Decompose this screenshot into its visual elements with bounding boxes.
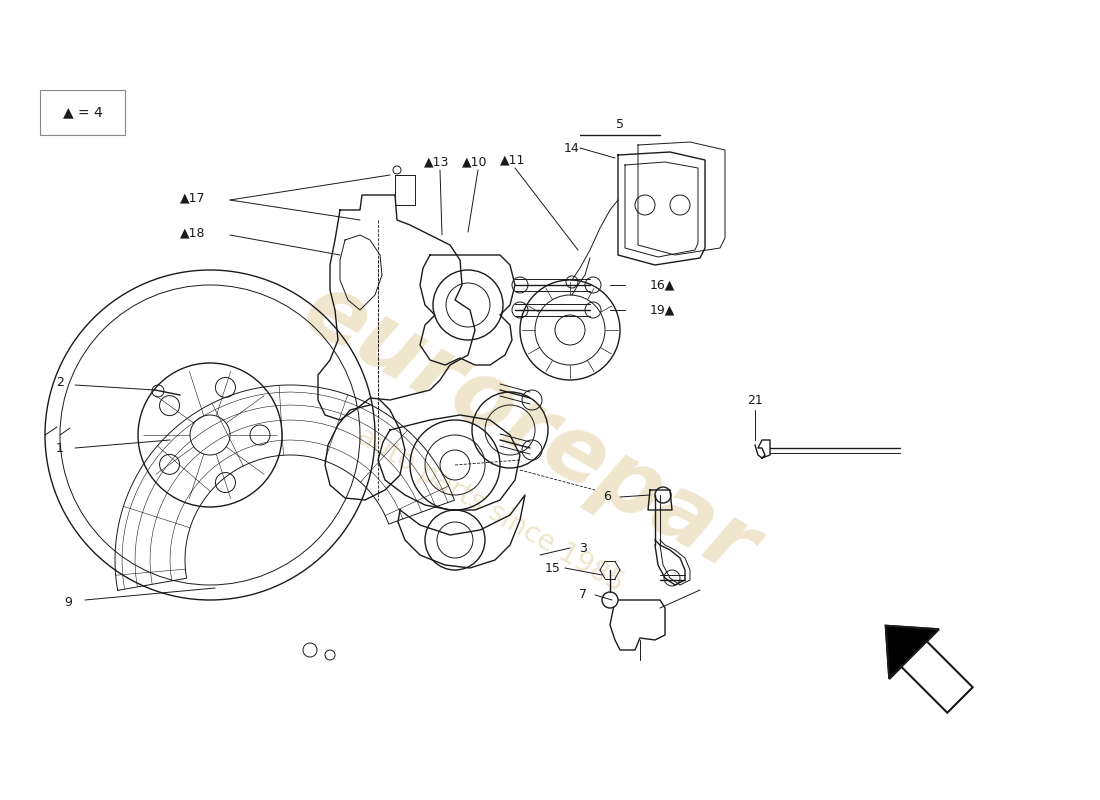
Text: ▲11: ▲11 [500,154,526,166]
Text: auto parts since 1985: auto parts since 1985 [352,422,628,598]
Circle shape [393,166,402,174]
Text: ▲10: ▲10 [462,155,487,169]
Circle shape [654,487,671,503]
Polygon shape [886,626,972,713]
Text: 2: 2 [56,377,64,390]
Text: ▲13: ▲13 [425,155,450,169]
Text: 19▲: 19▲ [650,303,675,317]
Text: ▲ = 4: ▲ = 4 [63,106,102,119]
Text: eurorepar: eurorepar [288,265,772,595]
Text: 16▲: 16▲ [650,278,675,291]
Text: 5: 5 [616,118,624,131]
Polygon shape [886,626,938,678]
Text: 9: 9 [64,597,72,610]
Text: ▲17: ▲17 [179,191,205,205]
Text: 14: 14 [564,142,580,154]
Text: ▲18: ▲18 [179,226,205,239]
Circle shape [602,592,618,608]
Text: 1: 1 [56,442,64,454]
Text: 3: 3 [579,542,587,554]
Text: 7: 7 [579,589,587,602]
Text: 21: 21 [747,394,763,406]
Circle shape [324,650,336,660]
Text: 15: 15 [546,562,561,574]
Text: 6: 6 [603,490,611,503]
